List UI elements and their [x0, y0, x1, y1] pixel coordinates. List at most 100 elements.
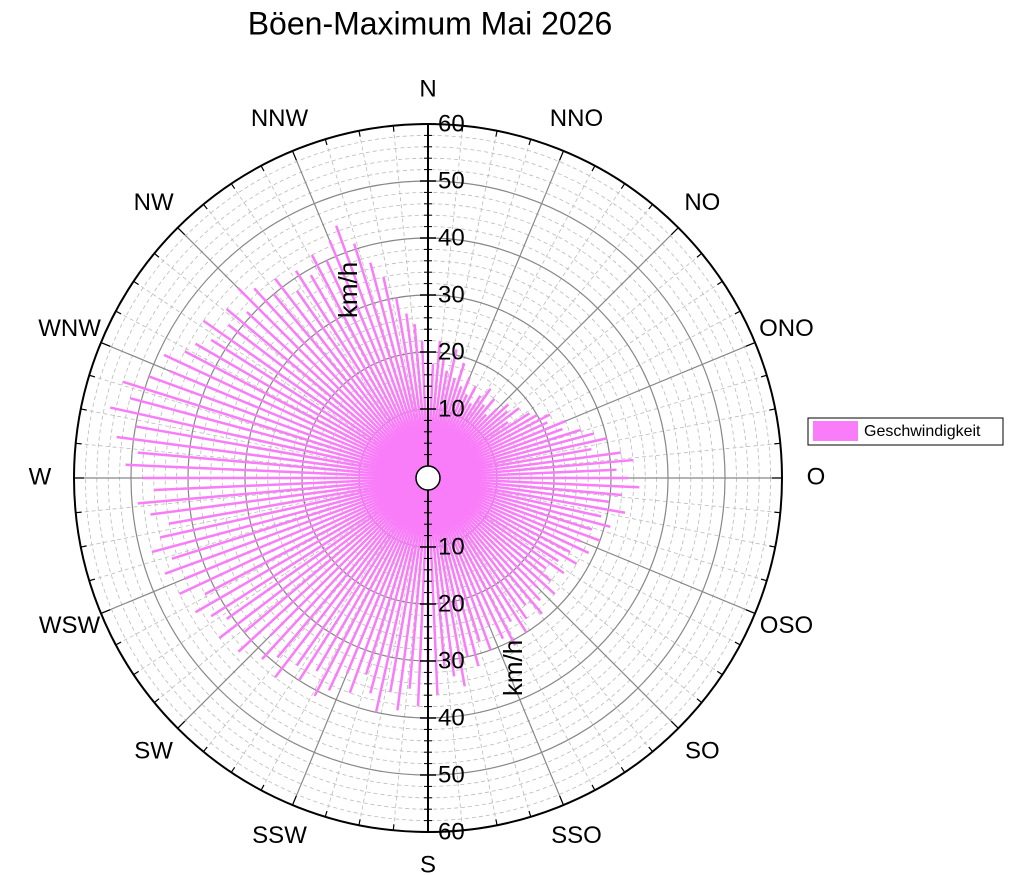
wind-bar — [178, 481, 418, 596]
wind-bar — [225, 308, 420, 472]
radial-axis-label: km/h — [498, 640, 528, 696]
wind-bar — [327, 488, 425, 691]
angular-minor-tick — [392, 824, 395, 831]
angular-minor-tick — [75, 442, 82, 445]
wind-bar — [439, 477, 622, 497]
wind-bar — [428, 489, 456, 677]
wind-bar — [184, 350, 418, 474]
wind-bar — [431, 488, 491, 627]
wind-bar — [394, 297, 428, 467]
wind-bar — [429, 349, 458, 467]
angular-minor-tick — [620, 767, 626, 773]
direction-label: OSO — [760, 612, 813, 639]
wind-bar — [434, 486, 543, 615]
wind-bar — [396, 489, 428, 711]
wind-bar — [413, 323, 429, 467]
wind-bar — [109, 406, 417, 477]
wind-bar — [218, 484, 420, 639]
wind-bar — [437, 482, 578, 565]
wind-bar — [125, 463, 417, 479]
wind-bar — [315, 487, 424, 672]
radial-tick-label: 10 — [438, 533, 465, 560]
angular-minor-tick — [591, 784, 596, 791]
wind-bar — [237, 485, 420, 653]
wind-bar — [171, 480, 417, 560]
chart-title: Böen-Maximum Mai 2026 — [248, 5, 613, 41]
angular-minor-tick — [115, 641, 122, 646]
wind-bar — [438, 427, 563, 476]
wind-bar — [273, 486, 422, 679]
wind-bar — [168, 478, 417, 525]
angular-minor-tick — [734, 641, 741, 646]
angular-minor-tick — [648, 203, 654, 210]
direction-label: S — [420, 851, 436, 875]
wind-bar — [151, 479, 417, 554]
wind-bar — [437, 412, 531, 473]
wind-bar — [420, 340, 429, 467]
angular-minor-tick — [230, 183, 236, 189]
wind-bar — [435, 485, 539, 589]
wind-bar — [160, 479, 417, 539]
wind-bar — [430, 362, 466, 467]
wind-bar — [439, 479, 602, 518]
angular-minor-tick — [559, 150, 565, 161]
wind-bar — [436, 484, 547, 570]
angular-minor-tick — [591, 165, 596, 172]
wind-bar — [439, 479, 611, 529]
wind-bar — [202, 319, 419, 473]
angular-minor-tick — [495, 819, 498, 826]
wind-bar — [210, 338, 419, 473]
angular-minor-tick — [717, 670, 723, 676]
direction-label: SSW — [252, 822, 307, 849]
radial-tick-label: 20 — [438, 590, 465, 617]
wind-bar — [122, 380, 417, 476]
angular-minor-tick — [774, 511, 781, 514]
wind-bar — [295, 290, 423, 469]
angular-minor-tick — [392, 125, 395, 132]
wind-bar — [243, 484, 420, 634]
radial-tick-label: 40 — [438, 704, 465, 731]
angular-minor-tick — [528, 139, 532, 146]
wind-bar — [427, 341, 442, 467]
angular-minor-tick — [620, 183, 626, 189]
wind-bar — [439, 447, 592, 478]
wind-bar — [430, 489, 481, 643]
wind-bar — [439, 437, 607, 477]
angular-minor-tick — [769, 408, 776, 411]
direction-label: N — [419, 75, 436, 102]
radial-tick-label: 30 — [438, 281, 465, 308]
wind-bar — [438, 421, 548, 475]
wind-bar — [164, 480, 418, 575]
wind-bar — [435, 486, 542, 602]
wind-bar — [269, 485, 421, 637]
wind-bar — [137, 451, 417, 479]
wind-bar — [433, 487, 528, 634]
wind-bar — [389, 489, 428, 693]
wind-bar — [432, 488, 517, 646]
wind-bar — [328, 239, 425, 468]
angular-minor-tick — [774, 442, 781, 445]
wind-bar — [204, 482, 418, 596]
wind-bar — [276, 486, 422, 659]
wind-bar — [137, 477, 417, 505]
wind-bar — [430, 488, 492, 651]
direction-label: WSW — [39, 612, 101, 639]
angular-minor-tick — [291, 150, 297, 161]
angular-minor-tick — [648, 746, 654, 753]
wind-bar — [334, 225, 426, 468]
wind-bar — [438, 480, 601, 542]
wind-bar — [438, 419, 566, 475]
wind-bar — [382, 276, 427, 467]
marks — [109, 225, 640, 713]
legend-label: Geschwindigkeit — [864, 423, 981, 440]
wind-bar — [429, 489, 480, 667]
wind-bar — [429, 489, 469, 657]
wind-bar — [210, 483, 419, 618]
angular-minor-tick — [696, 252, 703, 258]
wind-bar — [439, 478, 610, 504]
wind-bar — [437, 413, 538, 474]
wind-bar — [408, 489, 429, 689]
wind-bar — [432, 487, 513, 623]
direction-label: W — [29, 463, 52, 490]
